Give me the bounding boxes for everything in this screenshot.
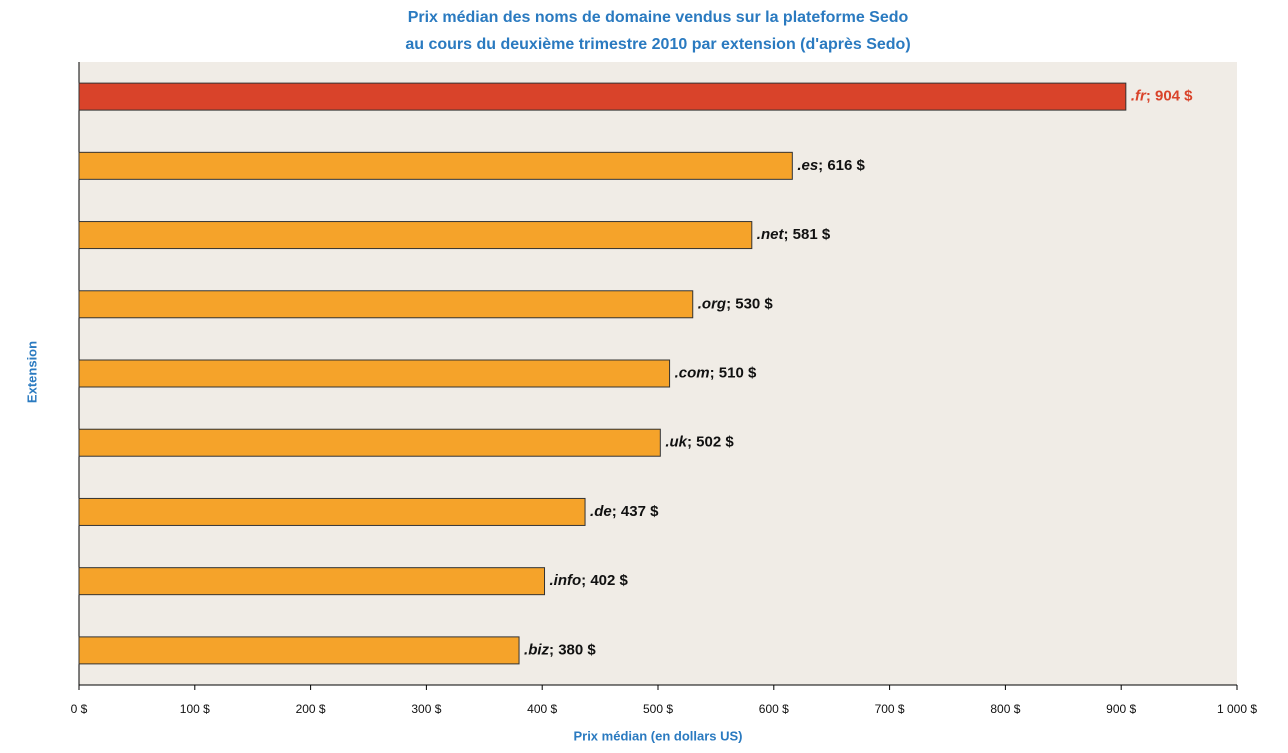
x-tick-label: 200 $ — [296, 702, 326, 716]
value-label: ; 581 $ — [783, 226, 830, 243]
data-label: .net; 581 $ — [757, 226, 831, 243]
bar — [78, 428, 661, 457]
x-tick-label: 600 $ — [759, 702, 789, 716]
bar — [78, 221, 753, 250]
bar — [78, 567, 546, 596]
value-label: ; 904 $ — [1146, 88, 1193, 105]
category-label: .com — [675, 364, 710, 381]
value-label: ; 502 $ — [687, 434, 734, 451]
data-label: .com; 510 $ — [675, 364, 757, 381]
bar — [78, 151, 793, 180]
y-axis-title: Extension — [24, 341, 39, 403]
category-label: .fr — [1131, 88, 1147, 105]
category-label: .info — [550, 572, 582, 589]
bar — [78, 290, 694, 319]
data-label: .de; 437 $ — [590, 503, 659, 520]
x-axis-title: Prix médian (en dollars US) — [573, 728, 742, 743]
x-tick-label: 100 $ — [180, 702, 210, 716]
data-label: .biz; 380 $ — [524, 641, 596, 658]
x-tick-label: 800 $ — [990, 702, 1020, 716]
bar — [78, 636, 520, 665]
data-label: .org; 530 $ — [698, 295, 774, 312]
category-label: .de — [590, 503, 612, 520]
value-label: ; 530 $ — [726, 295, 773, 312]
x-tick-label: 900 $ — [1106, 702, 1136, 716]
bar — [78, 497, 586, 526]
x-tick-label: 0 $ — [71, 702, 88, 716]
value-label: ; 510 $ — [710, 364, 757, 381]
data-label: .es; 616 $ — [797, 157, 865, 174]
chart-title: Prix médian des noms de domaine vendus s… — [408, 9, 909, 26]
data-label: .info; 402 $ — [550, 572, 629, 589]
value-label: ; 380 $ — [549, 641, 596, 658]
category-label: .es — [797, 157, 818, 174]
bar — [78, 82, 1127, 111]
x-tick-label: 400 $ — [527, 702, 557, 716]
data-label: .fr; 904 $ — [1131, 88, 1193, 105]
data-label: .uk; 502 $ — [665, 434, 734, 451]
x-tick-label: 1 000 $ — [1217, 702, 1257, 716]
category-label: .uk — [665, 434, 687, 451]
chart-title: au cours du deuxième trimestre 2010 par … — [405, 36, 910, 53]
category-label: .net — [757, 226, 785, 243]
value-label: ; 437 $ — [612, 503, 659, 520]
bar — [78, 359, 671, 388]
category-label: .org — [698, 295, 726, 312]
category-label: .biz — [524, 641, 549, 658]
x-tick-label: 300 $ — [411, 702, 441, 716]
value-label: ; 402 $ — [581, 572, 628, 589]
x-tick-label: 500 $ — [643, 702, 673, 716]
x-tick-label: 700 $ — [875, 702, 905, 716]
value-label: ; 616 $ — [818, 157, 865, 174]
